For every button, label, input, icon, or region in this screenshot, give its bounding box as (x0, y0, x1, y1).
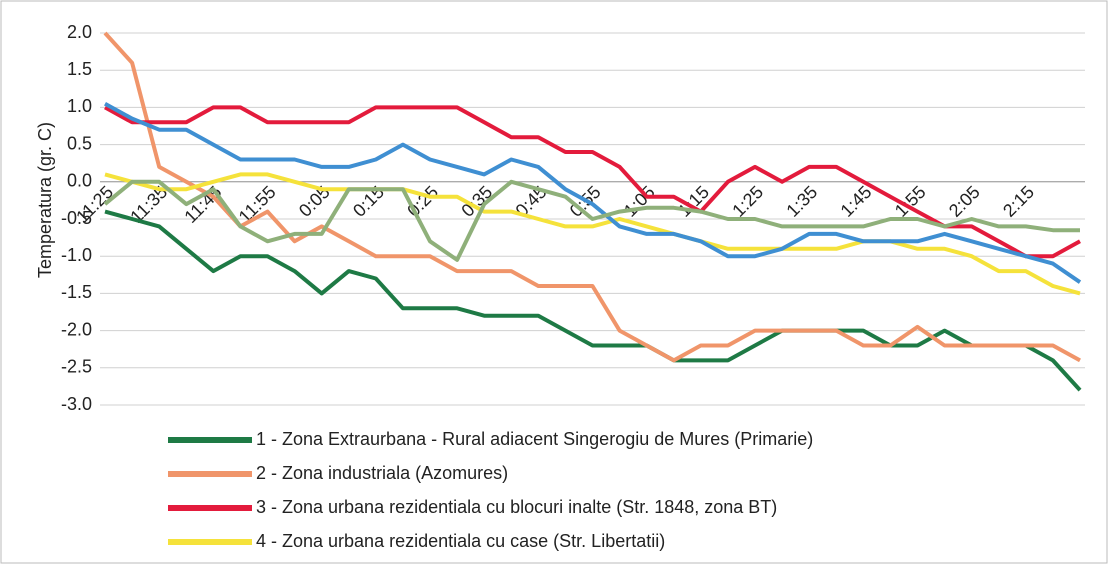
y-tick-label: 2.0 (67, 22, 92, 42)
y-tick-label: -2.5 (61, 357, 92, 377)
y-tick-label: -1.0 (61, 245, 92, 265)
y-axis-title: Temperatura (gr. C) (35, 122, 55, 278)
y-tick-label: 0.5 (67, 133, 92, 153)
legend-label: 4 - Zona urbana rezidentiala cu case (St… (256, 531, 665, 551)
series-line (104, 105, 1081, 259)
y-tick-label: -3.0 (61, 394, 92, 414)
y-tick-label: -2.0 (61, 319, 92, 339)
series-line (104, 172, 1081, 296)
y-tick-label: 0.0 (67, 171, 92, 191)
y-tick-label: -1.5 (61, 282, 92, 302)
y-tick-label: -0.5 (61, 208, 92, 228)
y-tick-label: 1.5 (67, 59, 92, 79)
series-line (104, 209, 1082, 392)
series-line (104, 101, 1082, 284)
y-tick-label: 1.0 (67, 96, 92, 116)
legend-label: 2 - Zona industriala (Azomures) (256, 463, 508, 483)
series-line (103, 179, 1080, 262)
legend-label: 3 - Zona urbana rezidentiala cu blocuri … (256, 497, 777, 517)
legend-label: 1 - Zona Extraurbana - Rural adiacent Si… (256, 429, 813, 449)
series-line (103, 31, 1081, 363)
